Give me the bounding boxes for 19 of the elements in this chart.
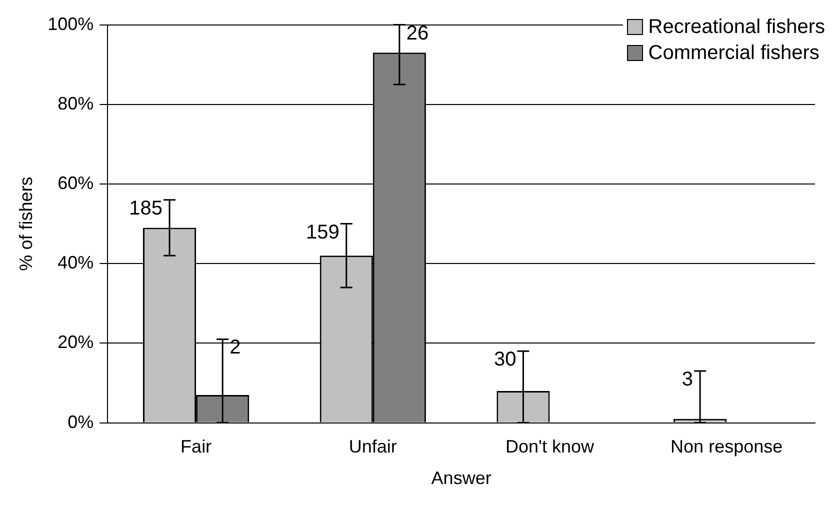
x-tick-label: Fair	[180, 436, 212, 457]
x-tick-label: Don't know	[505, 436, 595, 457]
x-tick-label: Non response	[670, 436, 783, 457]
legend-label: Recreational fishers	[648, 15, 825, 40]
annotation: 159	[306, 221, 340, 244]
annotation: 3	[682, 368, 694, 391]
annotation: 185	[129, 197, 163, 220]
annotation: 30	[494, 348, 516, 371]
y-tick-label: 60%	[58, 172, 94, 193]
x-axis-title: Answer	[431, 468, 492, 488]
y-tick-label: 100%	[48, 14, 94, 34]
y-tick-label: 0%	[68, 412, 94, 432]
y-tick-label: 20%	[58, 332, 94, 352]
legend-label: Commercial fishers	[648, 41, 820, 66]
y-axis-title: % of fishers	[16, 176, 36, 271]
x-tick-label: Unfair	[348, 436, 397, 457]
annotation: 26	[406, 22, 429, 44]
y-tick-label: 80%	[58, 93, 94, 114]
y-tick-label: 40%	[58, 252, 94, 273]
